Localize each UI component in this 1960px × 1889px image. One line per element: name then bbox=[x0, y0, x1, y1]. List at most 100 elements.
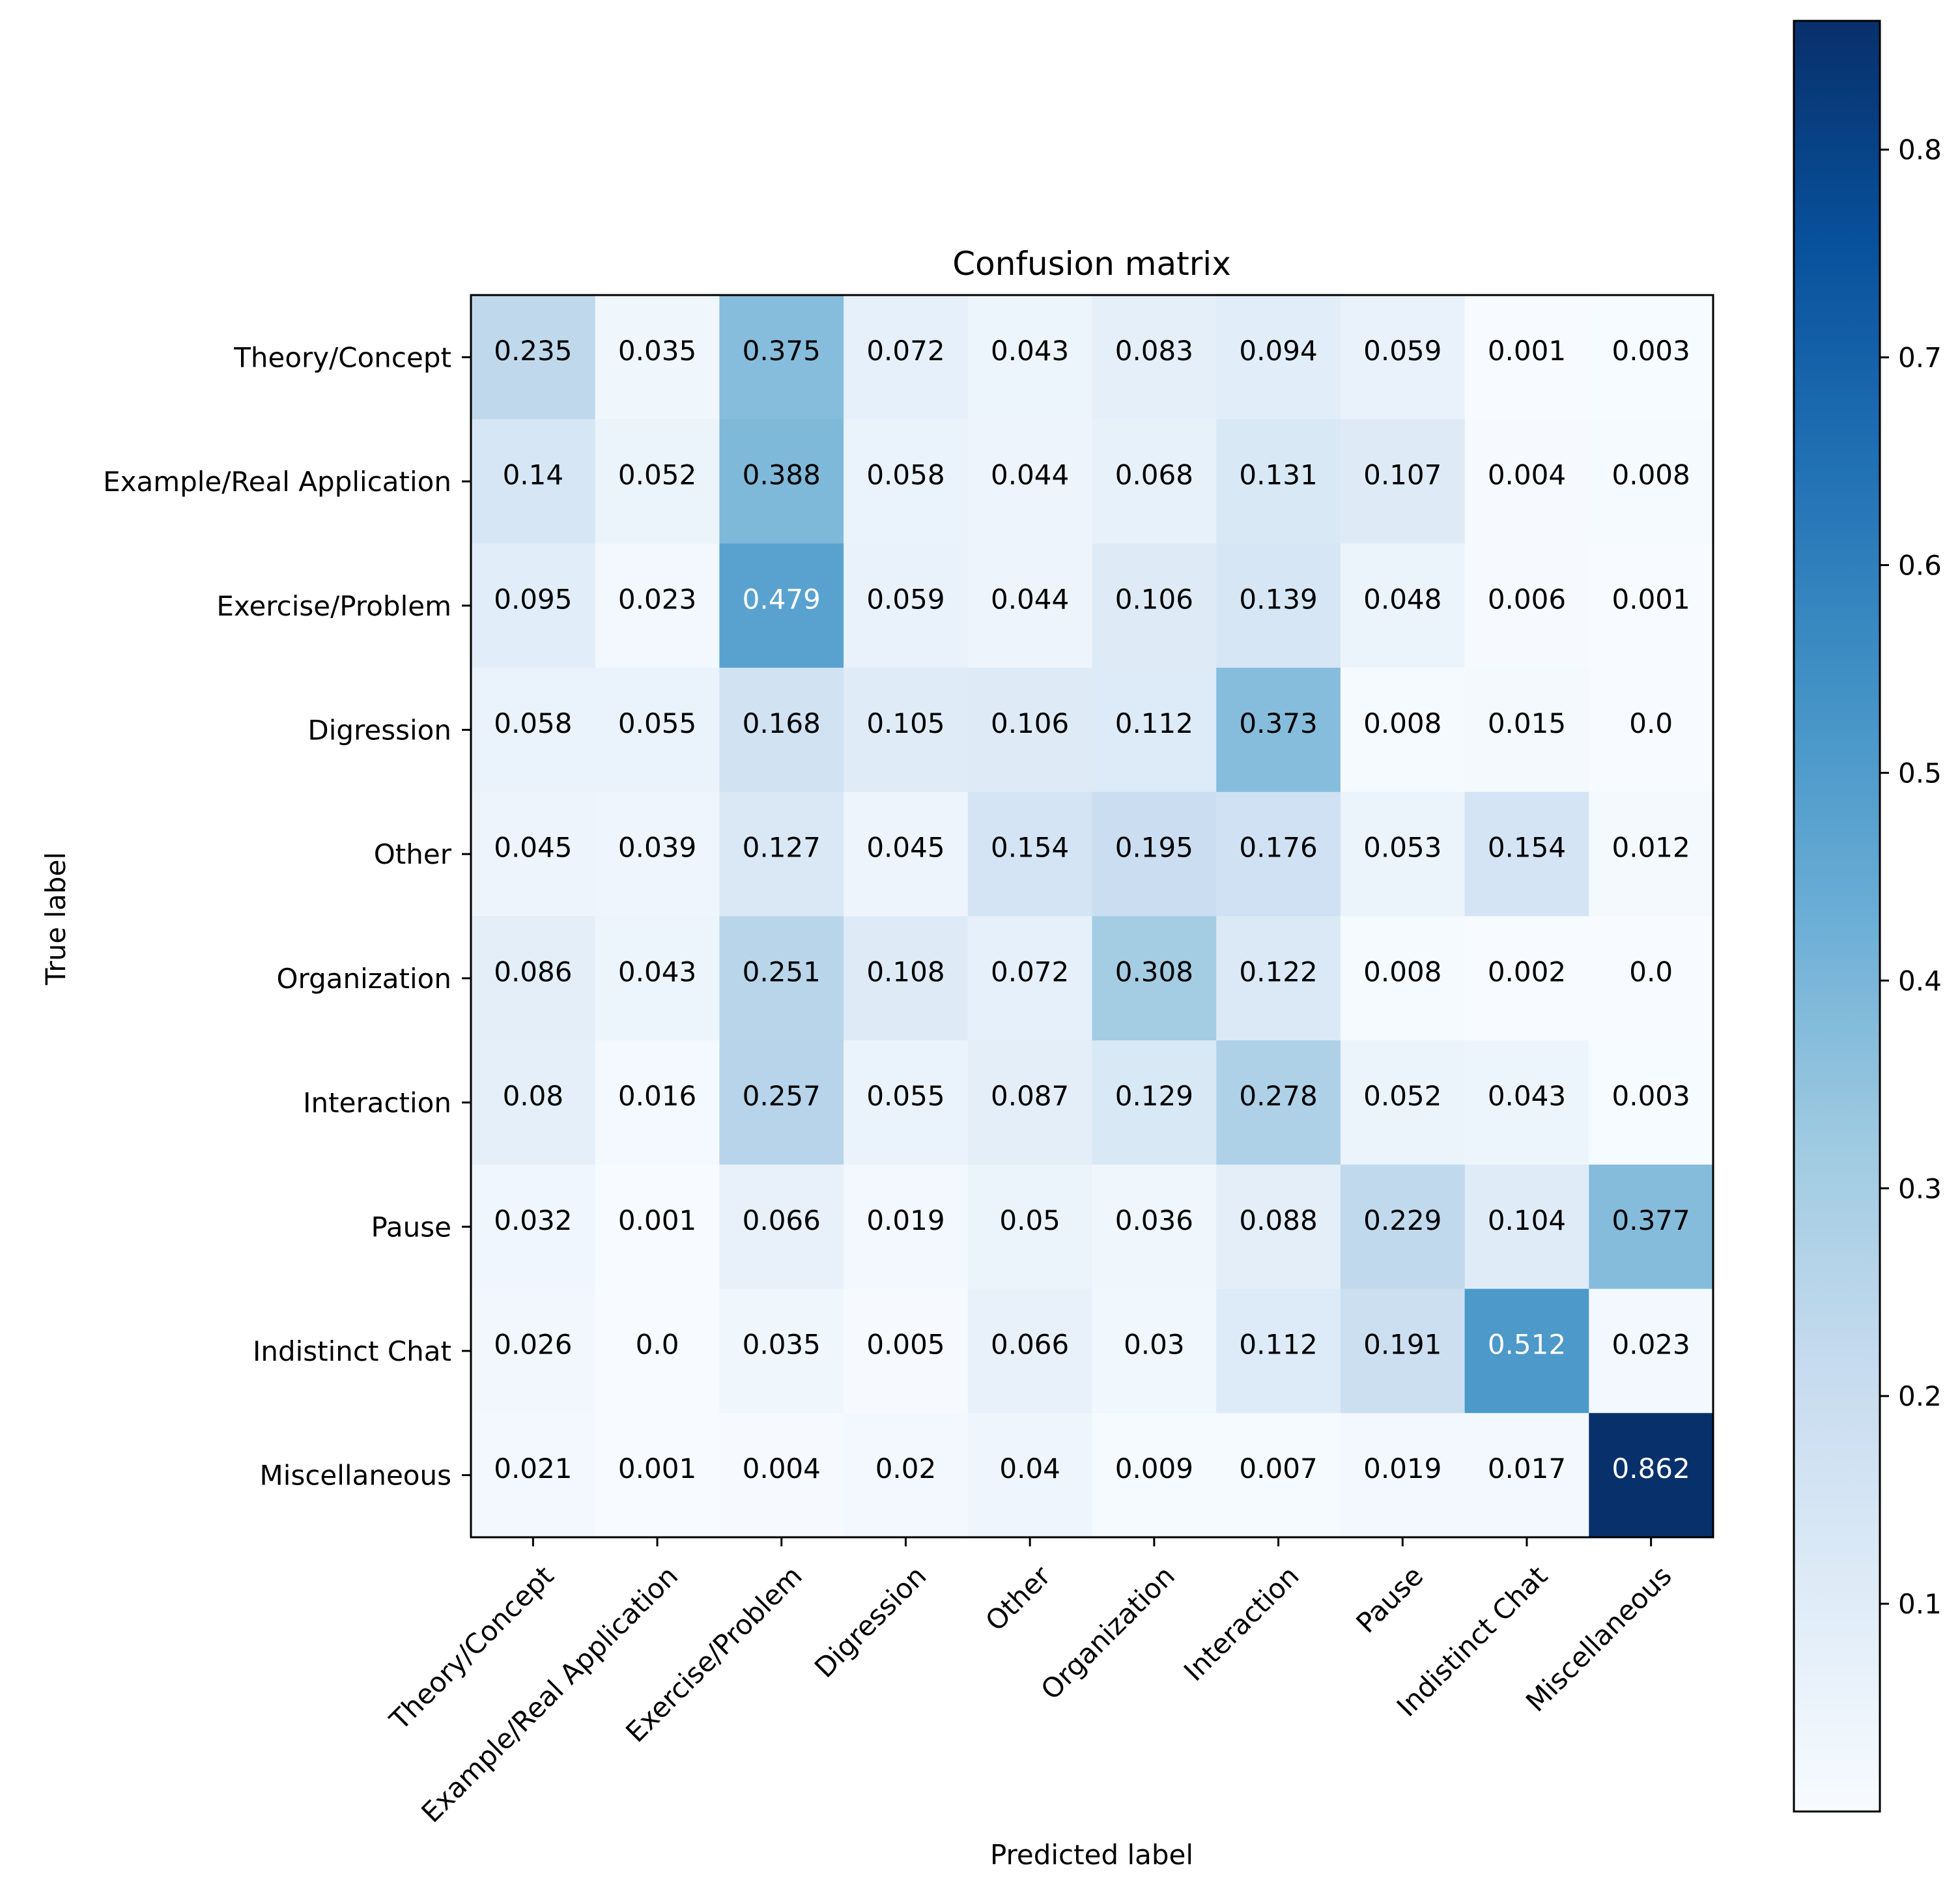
heatmap-cell bbox=[1589, 1288, 1714, 1413]
cell-value-label: 0.005 bbox=[866, 1328, 944, 1360]
heatmap-cell bbox=[719, 419, 844, 544]
heatmap-cell bbox=[471, 1413, 596, 1538]
cell-value-label: 0.104 bbox=[1488, 1204, 1566, 1236]
cell-value-label: 0.035 bbox=[743, 1328, 821, 1360]
cell-value-label: 0.373 bbox=[1239, 707, 1317, 739]
cell-value-label: 0.0 bbox=[1629, 956, 1673, 987]
cell-value-label: 0.086 bbox=[494, 956, 572, 987]
y-tick-label: Digression bbox=[307, 714, 451, 746]
heatmap-cell bbox=[1589, 419, 1714, 544]
cell-value-label: 0.055 bbox=[618, 707, 696, 739]
heatmap-cell bbox=[1340, 1164, 1466, 1290]
cell-value-label: 0.053 bbox=[1363, 832, 1442, 864]
cell-value-label: 0.008 bbox=[1363, 956, 1442, 987]
cell-value-label: 0.002 bbox=[1488, 956, 1566, 987]
heatmap-cell bbox=[471, 1164, 596, 1290]
heatmap-cell bbox=[595, 791, 720, 917]
cell-value-label: 0.131 bbox=[1239, 459, 1317, 491]
heatmap-cell bbox=[844, 419, 969, 544]
heatmap-cell bbox=[1340, 1288, 1466, 1413]
cell-value-label: 0.108 bbox=[866, 956, 944, 987]
heatmap-cell bbox=[719, 916, 844, 1041]
heatmap-cell bbox=[595, 916, 720, 1041]
cell-value-label: 0.035 bbox=[618, 335, 696, 367]
heatmap-cell bbox=[719, 295, 844, 420]
cell-value-label: 0.021 bbox=[494, 1453, 572, 1484]
cell-value-label: 0.012 bbox=[1612, 832, 1690, 864]
cell-value-label: 0.106 bbox=[1115, 583, 1193, 615]
colorbar-tick-label: 0.2 bbox=[1898, 1380, 1942, 1412]
heatmap-cell bbox=[1216, 1040, 1341, 1165]
x-axis-label: Predicted label bbox=[990, 1839, 1193, 1871]
cell-value-label: 0.023 bbox=[618, 583, 696, 615]
heatmap-cell bbox=[719, 543, 844, 668]
cell-value-label: 0.052 bbox=[618, 459, 696, 491]
cell-value-label: 0.039 bbox=[618, 832, 696, 864]
cell-value-label: 0.072 bbox=[991, 956, 1069, 987]
cell-value-label: 0.0 bbox=[1629, 707, 1673, 739]
cell-value-label: 0.001 bbox=[618, 1453, 696, 1484]
cell-value-label: 0.003 bbox=[1612, 1080, 1690, 1112]
heatmap-cell bbox=[967, 791, 1093, 917]
cell-value-label: 0.043 bbox=[618, 956, 696, 987]
cell-value-label: 0.066 bbox=[991, 1328, 1069, 1360]
cell-value-label: 0.058 bbox=[866, 459, 944, 491]
heatmap-cell bbox=[844, 1040, 969, 1165]
heatmap-cell bbox=[471, 668, 596, 793]
heatmap-cell bbox=[844, 916, 969, 1041]
cell-value-label: 0.059 bbox=[1363, 335, 1442, 367]
heatmap-cell bbox=[844, 543, 969, 668]
heatmap-cell bbox=[967, 543, 1093, 668]
heatmap-cell bbox=[967, 295, 1093, 420]
cell-value-label: 0.03 bbox=[1124, 1328, 1185, 1360]
colorbar-tick-label: 0.8 bbox=[1898, 134, 1942, 166]
cell-value-label: 0.129 bbox=[1115, 1080, 1193, 1112]
heatmap-cell bbox=[844, 1288, 969, 1413]
cell-value-label: 0.044 bbox=[991, 459, 1069, 491]
heatmap-cell bbox=[1340, 419, 1466, 544]
colorbar-tick-label: 0.6 bbox=[1898, 550, 1942, 582]
heatmap-cell bbox=[719, 1164, 844, 1290]
heatmap-cell bbox=[1340, 295, 1466, 420]
heatmap-cell bbox=[967, 1164, 1093, 1290]
heatmap-cell bbox=[1340, 791, 1466, 917]
cell-value-label: 0.045 bbox=[866, 832, 944, 864]
cell-value-label: 0.066 bbox=[743, 1204, 821, 1236]
cell-value-label: 0.008 bbox=[1612, 459, 1690, 491]
heatmap-cell bbox=[1216, 543, 1341, 668]
cell-value-label: 0.02 bbox=[875, 1453, 937, 1484]
cell-value-label: 0.377 bbox=[1612, 1204, 1690, 1236]
heatmap-cell bbox=[844, 791, 969, 917]
cell-value-label: 0.127 bbox=[743, 832, 821, 864]
cell-value-label: 0.862 bbox=[1612, 1453, 1690, 1484]
cell-value-label: 0.016 bbox=[618, 1080, 696, 1112]
y-tick-label: Organization bbox=[276, 963, 451, 995]
heatmap-cell bbox=[595, 668, 720, 793]
colorbar-tick-label: 0.4 bbox=[1898, 965, 1942, 997]
cell-value-label: 0.168 bbox=[743, 707, 821, 739]
cell-value-label: 0.004 bbox=[1488, 459, 1566, 491]
cell-value-label: 0.122 bbox=[1239, 956, 1317, 987]
heatmap-cell bbox=[471, 1040, 596, 1165]
heatmap-cell bbox=[1589, 791, 1714, 917]
cell-value-label: 0.112 bbox=[1239, 1328, 1317, 1360]
heatmap-cell bbox=[1464, 1040, 1589, 1165]
y-tick-label: Pause bbox=[371, 1211, 451, 1243]
heatmap-cell bbox=[1216, 1288, 1341, 1413]
y-tick-label: Indistinct Chat bbox=[253, 1335, 451, 1367]
cell-value-label: 0.026 bbox=[494, 1328, 572, 1360]
cell-value-label: 0.14 bbox=[503, 459, 564, 491]
heatmap-cell bbox=[1092, 419, 1217, 544]
heatmap-cell bbox=[719, 791, 844, 917]
cell-value-label: 0.479 bbox=[743, 583, 821, 615]
heatmap-cell bbox=[1464, 791, 1589, 917]
heatmap-cell bbox=[967, 1288, 1093, 1413]
heatmap-cell bbox=[1464, 668, 1589, 793]
cell-value-label: 0.045 bbox=[494, 832, 572, 864]
cell-value-label: 0.154 bbox=[1488, 832, 1566, 864]
cell-value-label: 0.003 bbox=[1612, 335, 1690, 367]
heatmap-cell bbox=[719, 668, 844, 793]
cell-value-label: 0.195 bbox=[1115, 832, 1193, 864]
heatmap-cell bbox=[471, 791, 596, 917]
heatmap-cell bbox=[1464, 295, 1589, 420]
